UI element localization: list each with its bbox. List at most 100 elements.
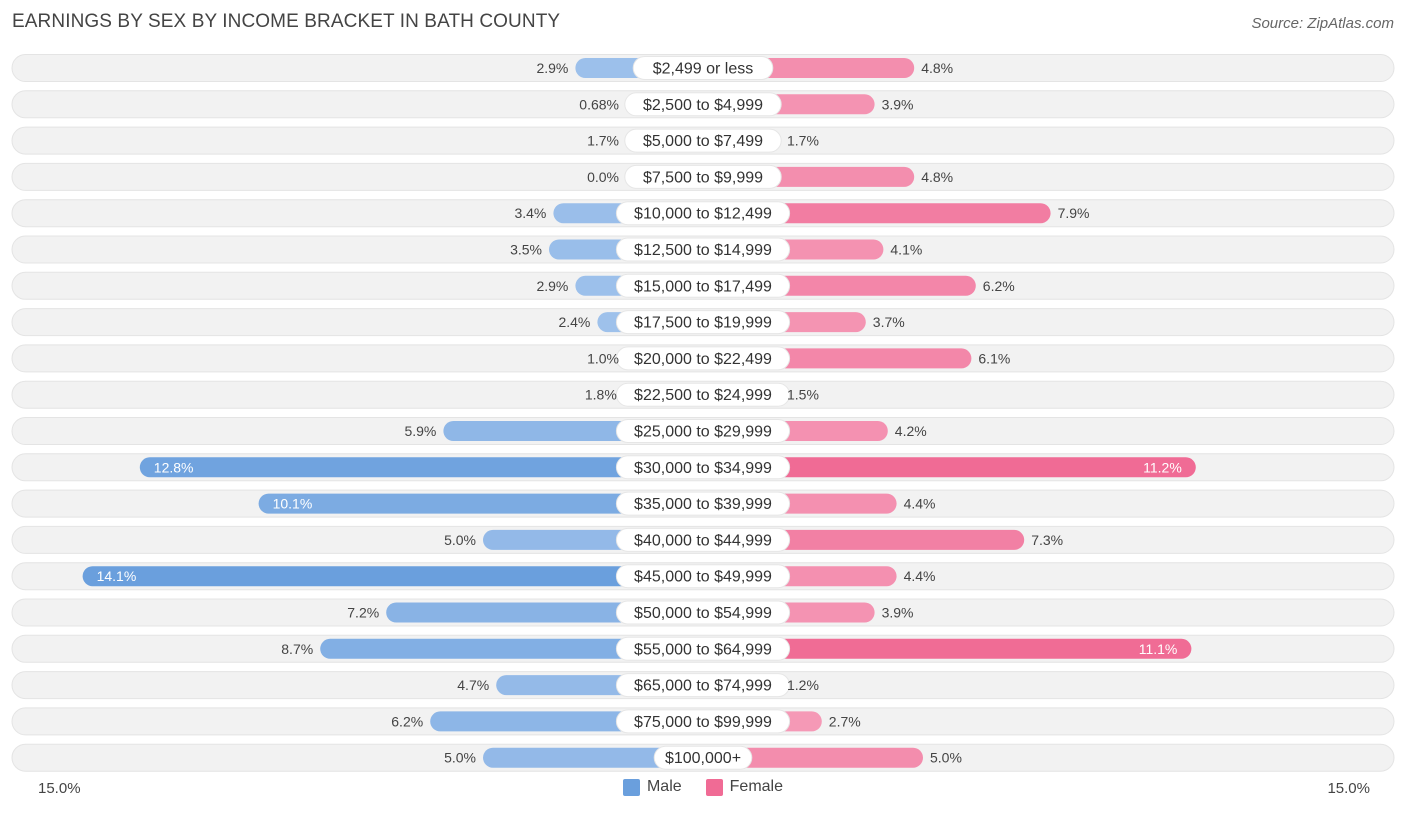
- category-pill: [615, 346, 791, 371]
- chart-row: $35,000 to $39,999 10.1% 4.4%: [11, 489, 1395, 518]
- category-pill: [624, 92, 782, 117]
- category-label: $50,000 to $54,999: [634, 605, 772, 622]
- female-value-label: 4.1%: [890, 242, 922, 258]
- category-pill: [615, 237, 791, 262]
- female-value-label: 2.7%: [829, 713, 861, 729]
- chart-row: $15,000 to $17,499 2.9% 6.2%: [11, 271, 1395, 300]
- male-value-label: 14.1%: [97, 568, 137, 584]
- chart-row: $45,000 to $49,999 14.1% 4.4%: [11, 562, 1395, 591]
- category-label: $30,000 to $34,999: [634, 460, 772, 477]
- category-pill: [615, 673, 791, 698]
- male-value-label: 5.0%: [444, 750, 476, 766]
- chart-row: $7,500 to $9,999 0.0% 4.8%: [11, 162, 1395, 191]
- male-value-label: 12.8%: [154, 459, 194, 475]
- female-value-label: 4.2%: [895, 423, 927, 439]
- female-value-label: 1.2%: [787, 677, 819, 693]
- category-label: $2,500 to $4,999: [643, 97, 763, 114]
- female-value-label: 11.2%: [1143, 459, 1182, 475]
- chart-row: $22,500 to $24,999 1.8% 1.5%: [11, 380, 1395, 409]
- category-label: $20,000 to $22,499: [634, 351, 772, 368]
- male-bar: [82, 566, 704, 587]
- female-value-label: 6.1%: [978, 350, 1010, 366]
- category-label: $7,500 to $9,999: [643, 169, 763, 186]
- category-pill: [615, 201, 791, 226]
- female-value-label: 4.4%: [904, 568, 936, 584]
- legend-label-female: Female: [729, 778, 784, 795]
- chart-row: $30,000 to $34,999 12.8% 11.2%: [11, 453, 1395, 482]
- male-value-label: 5.0%: [444, 532, 476, 548]
- male-value-label: 2.4%: [558, 314, 590, 330]
- chart-row: $2,500 to $4,999 0.68% 3.9%: [11, 90, 1395, 119]
- chart-row: $25,000 to $29,999 5.9% 4.2%: [11, 417, 1395, 445]
- chart-row: $12,500 to $14,999 3.5% 4.1%: [11, 235, 1395, 264]
- category-label: $17,500 to $19,999: [634, 315, 772, 332]
- chart-row: $65,000 to $74,999 4.7% 1.2%: [11, 671, 1395, 700]
- category-label: $12,500 to $14,999: [634, 242, 772, 259]
- female-value-label: 6.2%: [983, 278, 1015, 294]
- category-label: $10,000 to $12,499: [634, 206, 772, 223]
- chart-row: $40,000 to $44,999 5.0% 7.3%: [11, 525, 1395, 554]
- female-value-label: 4.4%: [904, 496, 936, 512]
- category-pill: [615, 382, 791, 407]
- category-label: $2,499 or less: [653, 61, 754, 78]
- category-label: $25,000 to $29,999: [634, 424, 772, 441]
- male-value-label: 4.7%: [457, 677, 489, 693]
- male-value-label: 7.2%: [347, 605, 379, 621]
- male-value-label: 0.0%: [587, 169, 619, 185]
- male-value-label: 2.9%: [536, 60, 568, 76]
- category-pill: [624, 128, 782, 153]
- category-label: $5,000 to $7,499: [643, 133, 763, 150]
- category-label: $40,000 to $44,999: [634, 532, 772, 549]
- category-label: $45,000 to $49,999: [634, 569, 772, 586]
- male-value-label: 3.4%: [514, 205, 546, 221]
- category-pill: [632, 56, 774, 80]
- male-value-label: 1.0%: [587, 350, 619, 366]
- chart-row: $10,000 to $12,499 3.4% 7.9%: [11, 199, 1395, 228]
- female-bar: [703, 457, 1196, 478]
- female-bar: [703, 747, 923, 768]
- female-value-label: 4.8%: [921, 169, 953, 185]
- female-value-label: 3.9%: [882, 605, 914, 621]
- legend-swatch-female: [705, 778, 723, 796]
- legend-item-male[interactable]: Male: [622, 778, 682, 796]
- male-value-label: 6.2%: [391, 713, 423, 729]
- female-value-label: 7.9%: [1058, 205, 1090, 221]
- female-value-label: 3.9%: [882, 96, 914, 112]
- legend-label-male: Male: [646, 778, 682, 795]
- category-pill: [615, 600, 791, 625]
- category-label: $15,000 to $17,499: [634, 278, 772, 295]
- male-value-label: 1.7%: [587, 133, 619, 149]
- female-value-label: 3.7%: [873, 314, 905, 330]
- category-label: $65,000 to $74,999: [634, 678, 772, 695]
- axis-left-label: 15.0%: [38, 780, 81, 797]
- category-pill: [615, 636, 791, 661]
- chart-row: $75,000 to $99,999 6.2% 2.7%: [11, 707, 1395, 736]
- chart-row: $100,000+ 5.0% 5.0%: [11, 743, 1395, 772]
- category-pill: [615, 419, 791, 443]
- category-pill: [615, 310, 791, 335]
- chart-row: $5,000 to $7,499 1.7% 1.7%: [11, 126, 1395, 155]
- category-pill: [615, 273, 791, 298]
- female-value-label: 1.7%: [787, 133, 819, 149]
- male-bar: [483, 747, 703, 768]
- male-value-label: 1.8%: [585, 387, 617, 403]
- male-value-label: 8.7%: [281, 641, 313, 657]
- category-label: $55,000 to $64,999: [634, 641, 772, 658]
- category-pill: [615, 491, 791, 516]
- male-bar: [139, 457, 704, 478]
- category-pill: [624, 164, 782, 189]
- male-value-label: 10.1%: [273, 496, 313, 512]
- category-pill: [615, 527, 791, 552]
- male-value-label: 5.9%: [404, 423, 436, 439]
- female-value-label: 11.1%: [1139, 641, 1178, 657]
- legend-item-female[interactable]: Female: [705, 778, 784, 796]
- source-label: Source: ZipAtlas.com: [1251, 15, 1394, 32]
- female-value-label: 5.0%: [930, 750, 962, 766]
- category-label: $22,500 to $24,999: [634, 387, 772, 404]
- category-label: $100,000+: [665, 750, 741, 767]
- male-value-label: 3.5%: [510, 242, 542, 258]
- legend-swatch-male: [622, 778, 640, 796]
- male-value-label: 2.9%: [536, 278, 568, 294]
- chart-row: $50,000 to $54,999 7.2% 3.9%: [11, 598, 1395, 627]
